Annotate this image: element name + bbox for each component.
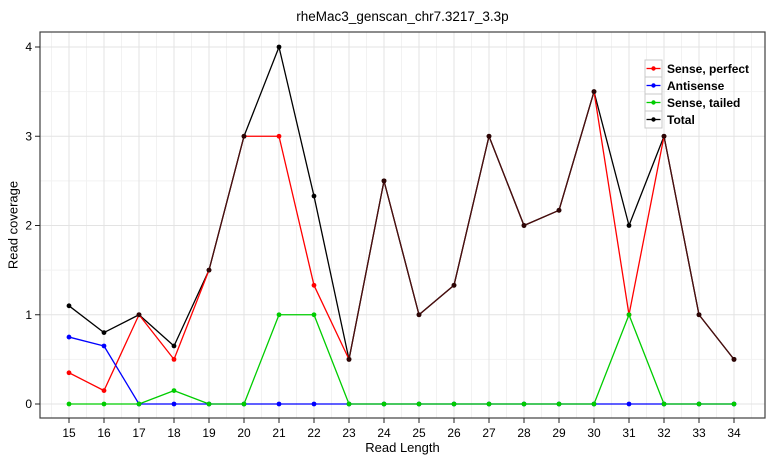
svg-text:22: 22: [307, 426, 321, 440]
svg-text:0: 0: [25, 397, 32, 411]
legend-label-1: Antisense: [667, 79, 725, 93]
svg-text:26: 26: [447, 426, 461, 440]
legend-label-2: Sense, tailed: [667, 96, 740, 110]
svg-text:4: 4: [25, 40, 32, 54]
svg-text:32: 32: [657, 426, 671, 440]
legend-label-0: Sense, perfect: [667, 62, 749, 76]
legend-label-3: Total: [667, 113, 695, 127]
x-axis-label: Read Length: [365, 440, 440, 455]
svg-text:25: 25: [412, 426, 426, 440]
svg-text:20: 20: [237, 426, 251, 440]
legend-entry-1: Antisense: [644, 76, 725, 95]
series-sense-tailed-line: [66, 312, 737, 407]
legend-entry-2: Sense, tailed: [644, 93, 740, 112]
svg-text:29: 29: [552, 426, 566, 440]
svg-text:28: 28: [517, 426, 531, 440]
svg-text:16: 16: [97, 426, 111, 440]
svg-text:1: 1: [25, 308, 32, 322]
svg-text:24: 24: [377, 426, 391, 440]
svg-text:17: 17: [132, 426, 146, 440]
svg-text:33: 33: [692, 426, 706, 440]
svg-text:21: 21: [272, 426, 286, 440]
grid-major: [40, 32, 765, 418]
svg-text:3: 3: [25, 129, 32, 143]
y-axis-ticks: 0 1 2 3 4: [25, 40, 40, 411]
svg-text:15: 15: [62, 426, 76, 440]
svg-text:30: 30: [587, 426, 601, 440]
y-axis-label: Read coverage: [5, 180, 21, 270]
chart-title: rheMac3_genscan_chr7.3217_3.3p: [296, 9, 509, 24]
legend-entry-3: Total: [644, 110, 695, 129]
svg-text:18: 18: [167, 426, 181, 440]
svg-text:34: 34: [727, 426, 741, 440]
svg-text:31: 31: [622, 426, 636, 440]
svg-text:19: 19: [202, 426, 216, 440]
svg-text:27: 27: [482, 426, 496, 440]
legend-entry-0: Sense, perfect: [644, 59, 749, 78]
svg-text:23: 23: [342, 426, 356, 440]
legend: Sense, perfect Antisense Sense, tailed Tota…: [644, 59, 749, 129]
svg-text:2: 2: [25, 219, 32, 233]
x-axis-ticks: 15 16 17 18 19 20 21 22 23 24 25 26 27 28 29 30 31 32 33 34: [62, 418, 741, 440]
series-sense-perfect-line: [66, 89, 737, 394]
